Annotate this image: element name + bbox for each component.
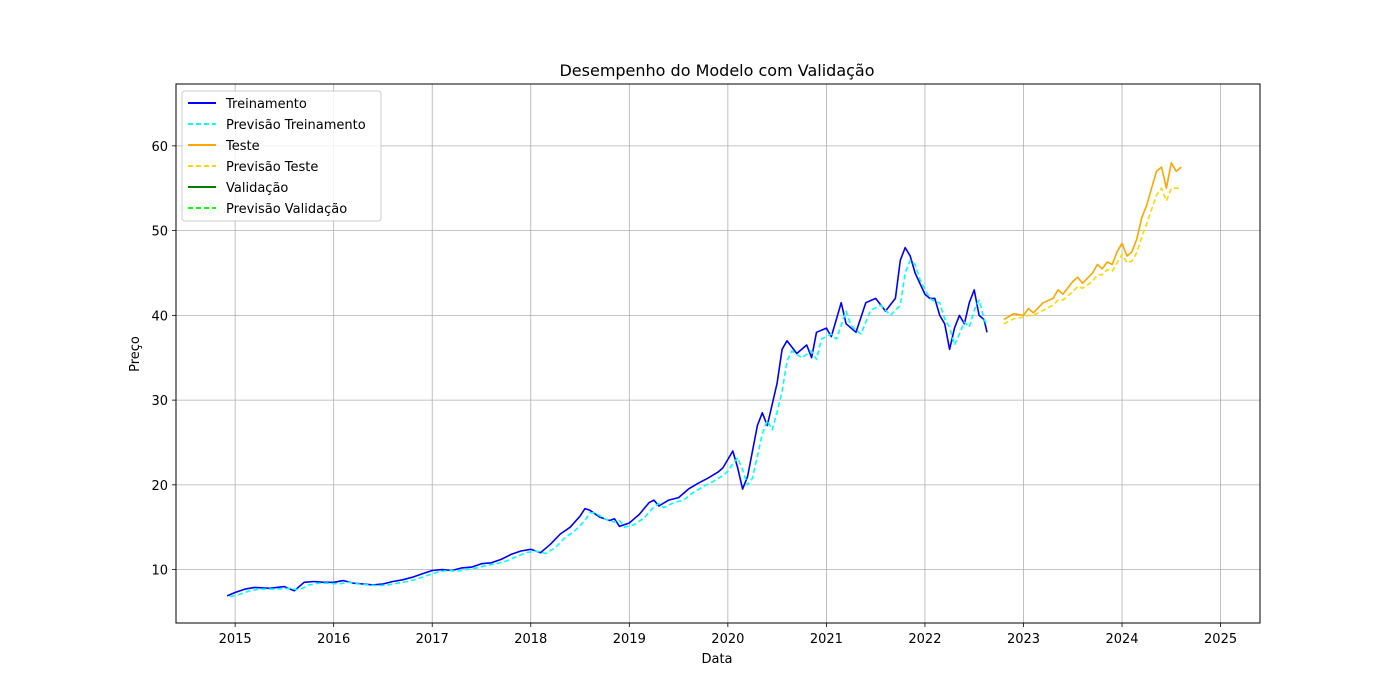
legend: Treinamento Previsão Treinamento Teste Prev… [181,90,382,222]
series-line-3 [1003,187,1182,325]
legend-label-1: Previsão Treinamento [226,118,366,133]
x-tick-label: 2019 [613,632,646,647]
series-layer [226,162,1182,598]
x-tick-label: 2018 [514,632,547,647]
x-tick-label: 2021 [810,632,843,647]
series-line-1 [230,259,988,598]
y-tick-label: 50 [151,225,168,240]
x-axis: 2015 2016 2017 2018 2019 2020 2021 2022 2023 2024… [219,623,1237,647]
plot-frame [175,83,1261,624]
x-tick-label: 2022 [908,632,941,647]
x-tick-label: 2020 [711,632,744,647]
x-tick-label: 2015 [219,632,252,647]
legend-label-4: Validação [226,181,288,196]
y-tick-label: 30 [151,394,168,409]
y-tick-label: 40 [151,309,168,324]
x-tick-label: 2016 [317,632,350,647]
y-axis: 10 20 30 40 50 60 [151,140,176,579]
legend-label-5: Previsão Validação [226,202,347,217]
chart-title: Desempenho do Modelo com Validação [559,61,874,80]
legend-label-0: Treinamento [225,97,307,112]
x-axis-label: Data [701,652,732,667]
legend-label-3: Previsão Teste [226,160,318,175]
series-line-2 [1003,162,1182,321]
y-tick-label: 10 [151,564,168,579]
legend-items: Treinamento Previsão Treinamento Teste Prev… [188,97,366,217]
x-tick-label: 2024 [1105,632,1138,647]
legend-label-2: Teste [225,139,260,154]
grid [176,84,1260,623]
series-line-0 [226,246,988,597]
legend-box [181,90,382,222]
x-tick-label: 2025 [1204,632,1237,647]
y-tick-label: 60 [151,140,168,155]
x-tick-label: 2017 [416,632,449,647]
y-axis-label: Preço [128,336,143,372]
y-tick-label: 20 [151,479,168,494]
x-tick-label: 2023 [1007,632,1040,647]
